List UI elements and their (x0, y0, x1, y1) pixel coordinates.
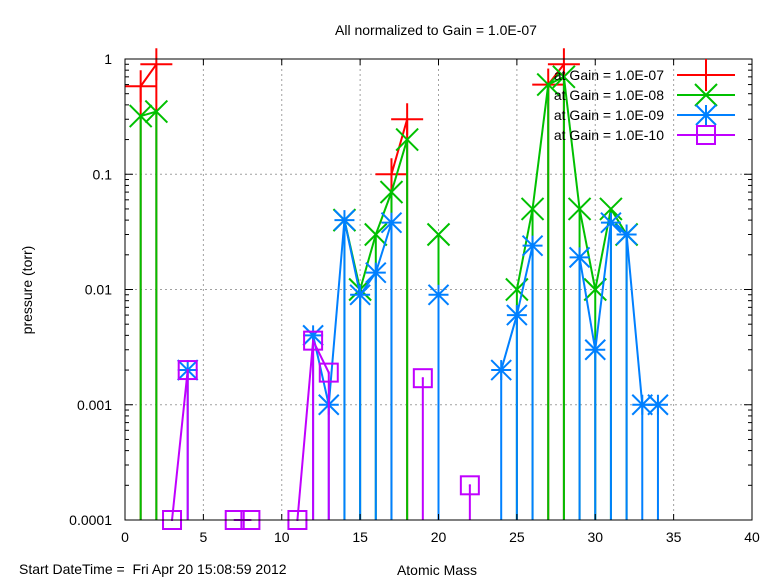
series-segment (359, 234, 377, 290)
data-point (521, 234, 544, 257)
series-segment (500, 314, 518, 371)
series-segment (578, 257, 597, 350)
legend-label: at Gain = 1.0E-08 (554, 87, 664, 103)
start-datetime: Start DateTime = Fri Apr 20 15:08:59 201… (19, 561, 287, 577)
series-group (124, 48, 669, 530)
data-point (490, 359, 512, 381)
data-point (318, 362, 339, 383)
data-point (124, 70, 157, 103)
x-tick-label: 35 (666, 529, 682, 545)
series-segment (140, 110, 157, 117)
data-point (128, 104, 153, 128)
x-tick-label: 25 (509, 529, 525, 545)
series-segment (343, 219, 362, 295)
x-axis-label: Atomic Mass (397, 562, 477, 578)
y-tick-label: 0.01 (85, 282, 112, 298)
data-point (395, 127, 419, 152)
x-tick-label: 20 (431, 529, 447, 545)
data-point (349, 284, 371, 306)
x-tick-label: 0 (121, 529, 129, 545)
series-segment (562, 76, 581, 210)
data-point (391, 103, 424, 136)
data-point (547, 48, 580, 81)
series-segment (312, 340, 330, 374)
data-point (506, 304, 528, 326)
series-segment (625, 234, 644, 405)
data-point (600, 211, 622, 234)
series-segment (594, 222, 612, 350)
y-tick-label: 0.001 (77, 397, 112, 413)
legend-label: at Gain = 1.0E-07 (554, 67, 664, 83)
data-point (140, 48, 173, 81)
data-point (177, 360, 198, 381)
data-point (536, 72, 560, 97)
data-point (567, 197, 592, 221)
y-tick-label: 1 (104, 51, 112, 67)
x-tick-label: 40 (744, 529, 760, 545)
data-point (364, 222, 388, 247)
data-point (380, 211, 403, 234)
data-point (568, 246, 591, 269)
legend-marker (695, 104, 717, 126)
series-segment (171, 369, 189, 521)
series-segment (296, 340, 315, 521)
data-point (552, 65, 576, 89)
series-segment (374, 222, 393, 273)
y-tick-label: 0.0001 (69, 512, 112, 528)
series-segment (390, 139, 409, 193)
data-point (144, 99, 169, 124)
legend-marker (690, 59, 722, 91)
data-point (379, 180, 404, 204)
data-point (647, 394, 669, 416)
series-4 (162, 330, 480, 530)
series-segment (327, 220, 346, 405)
data-point (365, 261, 387, 284)
series-segment (139, 63, 158, 87)
data-point (412, 368, 433, 389)
legend-marker (694, 83, 718, 107)
data-point (426, 222, 451, 247)
x-tick-label: 15 (352, 529, 368, 545)
data-point (333, 209, 356, 231)
data-point (427, 284, 450, 306)
y-tick-label: 0.1 (93, 166, 113, 182)
data-point (459, 475, 480, 496)
x-tick-label: 30 (587, 529, 603, 545)
data-point (615, 223, 638, 246)
legend-marker (696, 125, 716, 145)
legend: at Gain = 1.0E-07 at Gain = 1.0E-08 at Gai… (554, 59, 735, 145)
legend-label: at Gain = 1.0E-09 (554, 107, 664, 123)
ticks: 0 5 10 15 20 25 30 35 40 1 0.1 0.01 0.001 0.0001 (69, 51, 760, 545)
data-point (584, 339, 606, 361)
series-segment (515, 208, 534, 290)
data-point (303, 330, 324, 351)
chart-title: All normalized to Gain = 1.0E-07 (335, 22, 537, 38)
series-segment (515, 245, 534, 316)
x-tick-label: 5 (199, 529, 207, 545)
legend-label: at Gain = 1.0E-10 (554, 127, 664, 143)
y-axis-label: pressure (torr) (19, 246, 35, 335)
data-point (375, 158, 408, 191)
x-tick-label: 10 (274, 529, 290, 545)
series-segment (531, 84, 550, 210)
data-point (520, 197, 545, 221)
series-segment (374, 191, 393, 235)
